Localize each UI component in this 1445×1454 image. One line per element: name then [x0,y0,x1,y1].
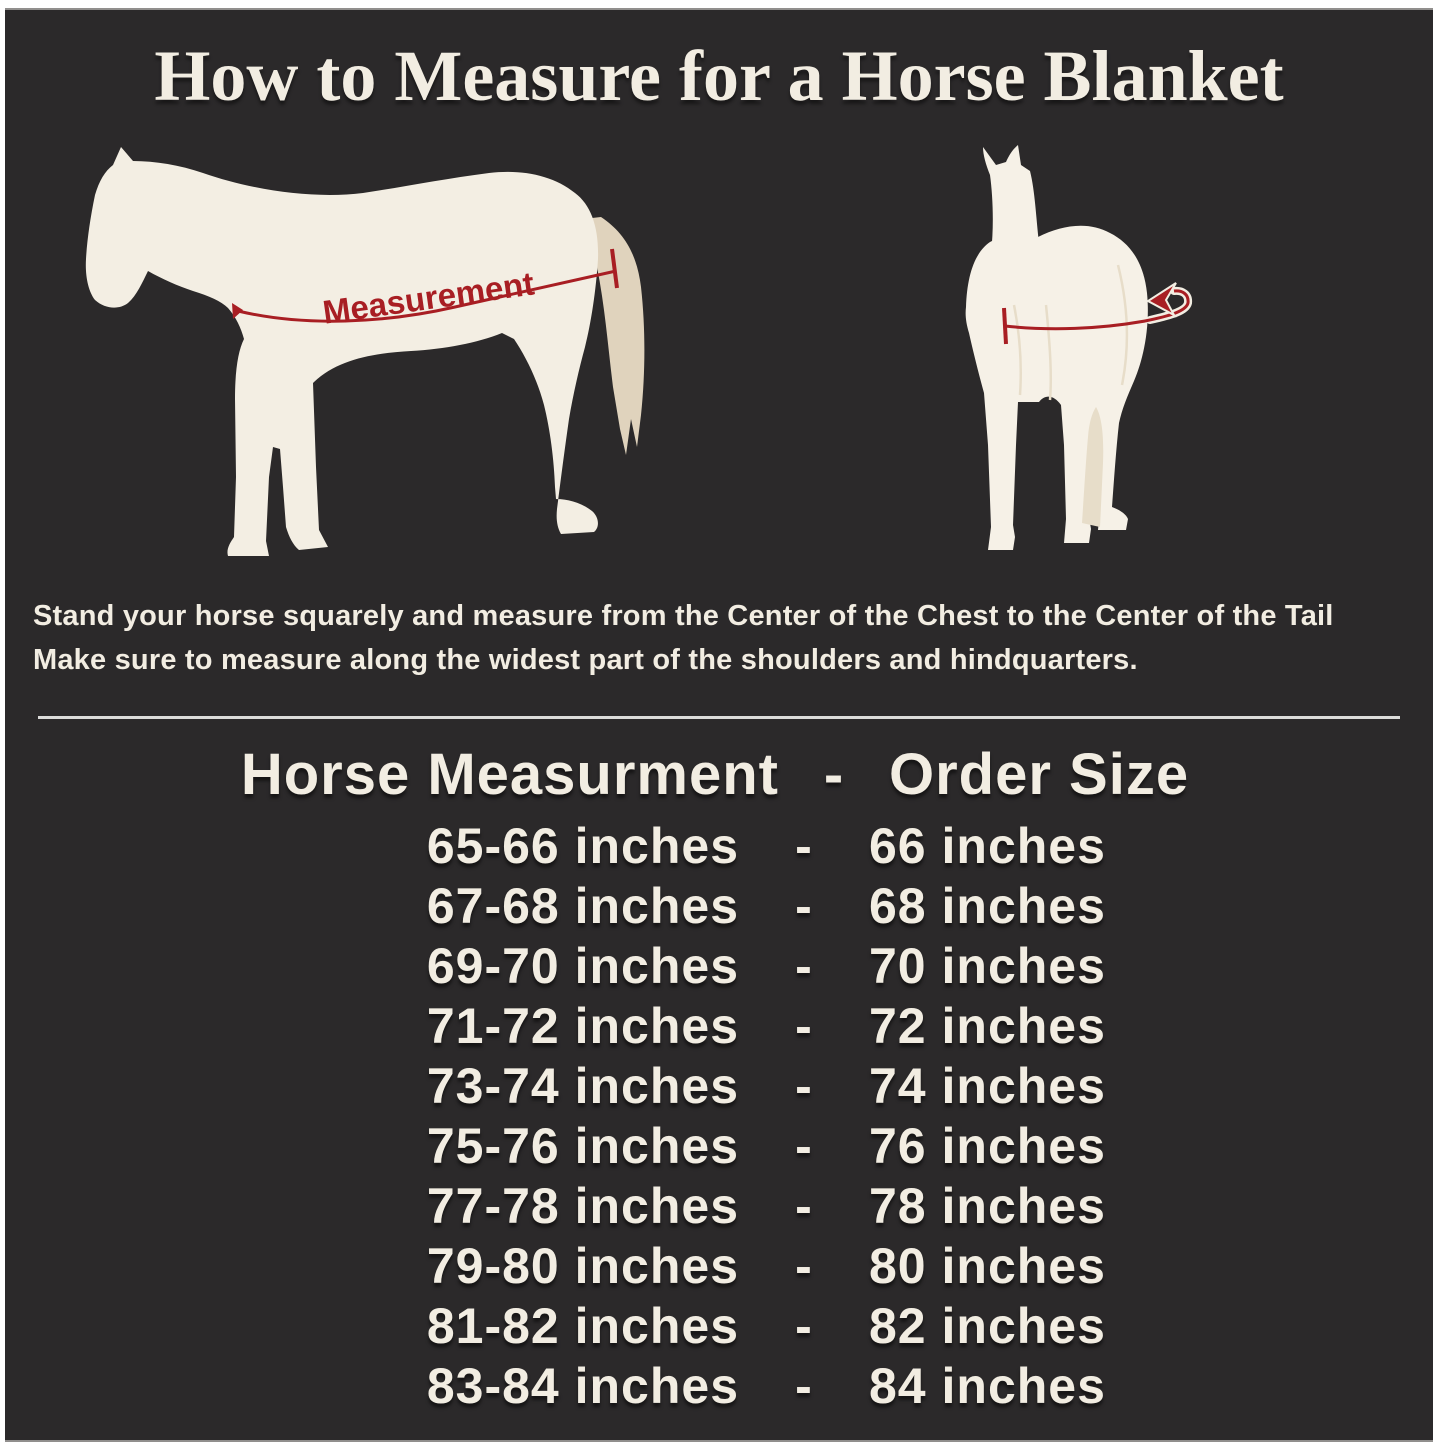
measurement-arc [237,269,617,323]
size-row: 83-84 inches - 84 inches [5,1356,1433,1416]
separator-cell: - [795,1118,813,1174]
size-row: 81-82 inches - 82 inches [5,1296,1433,1356]
measurement-cell: 75-76 inches [426,1118,739,1174]
separator-cell: - [795,818,813,874]
divider-line [38,716,1400,719]
girth-start-tick [1002,307,1008,345]
size-cell: 72 inches [869,998,1106,1054]
separator-cell: - [795,938,813,994]
size-cell: 66 inches [869,818,1106,874]
size-cell: 70 inches [869,938,1106,994]
size-row: 67-68 inches - 68 inches [5,876,1433,936]
instructions-line-1: Stand your horse squarely and measure fr… [33,600,1334,632]
size-row: 69-70 inches - 70 inches [5,936,1433,996]
measurement-cell: 65-66 inches [426,818,739,874]
measurement-cell: 77-78 inches [426,1178,739,1234]
measurement-end-tick [610,248,619,289]
horse-front-hind-leg-shade [1082,407,1104,527]
size-table: Horse Measurment - Order Size 65-66 inch… [5,732,1433,1416]
instructions-text: Stand your horse squarely and measure fr… [33,594,1433,682]
size-row: 79-80 inches - 80 inches [5,1236,1433,1296]
header-measurement: Horse Measurment [240,741,779,807]
separator-cell: - [795,878,813,934]
girth-arrow-icon [1146,282,1177,318]
girth-arrow-line [1004,289,1190,331]
front-view-horse-illustration [965,145,1193,550]
separator-cell: - [795,1058,813,1114]
measurement-start-marker [232,303,243,319]
horse-body-silhouette [85,147,599,556]
size-row: 77-78 inches - 78 inches [5,1176,1433,1236]
measurement-cell: 73-74 inches [426,1058,739,1114]
size-cell: 68 inches [869,878,1106,934]
dark-panel: How to Measure for a Horse Blanket Measu… [5,8,1433,1442]
size-cell: 80 inches [869,1238,1106,1294]
separator-cell: - [795,1298,813,1354]
size-cell: 78 inches [869,1178,1106,1234]
horse-tail [583,217,645,455]
separator-cell: - [795,1358,813,1414]
measurement-cell: 67-68 inches [426,878,739,934]
side-view-horse-illustration: Measurement [85,147,645,556]
size-cell: 76 inches [869,1118,1106,1174]
size-cell: 74 inches [869,1058,1106,1114]
table-header: Horse Measurment - Order Size [5,732,1433,816]
separator-cell: - [795,1238,813,1294]
size-cell: 82 inches [869,1298,1106,1354]
size-row: 71-72 inches - 72 inches [5,996,1433,1056]
size-row: 75-76 inches - 76 inches [5,1116,1433,1176]
size-row: 65-66 inches - 66 inches [5,816,1433,876]
measurement-cell: 69-70 inches [426,938,739,994]
measurement-cell: 83-84 inches [426,1358,739,1414]
header-separator: - [823,741,845,807]
measurement-cell: 79-80 inches [426,1238,739,1294]
separator-cell: - [795,998,813,1054]
instructions-line-2: Make sure to measure along the widest pa… [33,644,1138,676]
horse-front-head [983,145,1042,297]
size-cell: 84 inches [869,1358,1106,1414]
separator-cell: - [795,1178,813,1234]
size-row: 73-74 inches - 74 inches [5,1056,1433,1116]
measurement-cell: 81-82 inches [426,1298,739,1354]
page-title: How to Measure for a Horse Blanket [154,36,1284,116]
measurement-cell: 71-72 inches [426,998,739,1054]
header-size: Order Size [889,741,1190,807]
